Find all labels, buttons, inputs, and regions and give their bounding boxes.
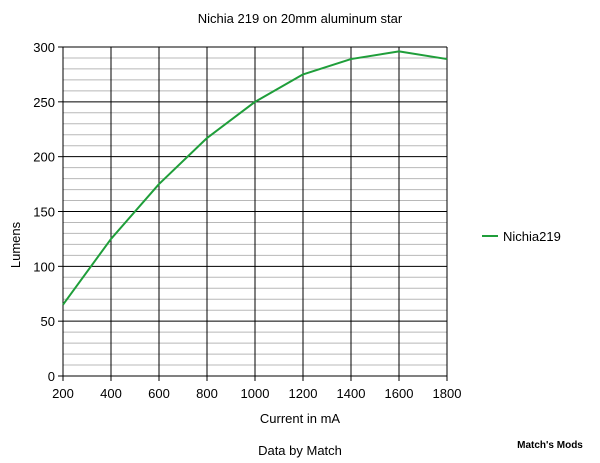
legend-label: Nichia219 [503, 229, 561, 244]
series-group [62, 50, 448, 306]
x-tick-label: 1600 [385, 386, 414, 401]
legend: Nichia219 [482, 229, 561, 244]
y-tick-label: 300 [33, 40, 55, 55]
x-tick-label: 1000 [241, 386, 270, 401]
series-line [62, 50, 448, 306]
y-axis-label: Lumens [8, 221, 23, 268]
x-tick-label: 1800 [433, 386, 462, 401]
y-tick-label: 50 [41, 314, 55, 329]
x-tick-label: 800 [196, 386, 218, 401]
y-tick-label: 100 [33, 259, 55, 274]
y-tick-label: 200 [33, 150, 55, 165]
x-axis-label: Current in mA [260, 411, 341, 426]
chart-title: Nichia 219 on 20mm aluminum star [198, 11, 403, 26]
x-tick-label: 200 [52, 386, 74, 401]
y-tick-label: 250 [33, 95, 55, 110]
chart-subcaption: Data by Match [258, 443, 342, 458]
y-tick-label: 0 [48, 369, 55, 384]
y-tick-label: 150 [33, 205, 55, 220]
x-tick-label: 400 [100, 386, 122, 401]
x-tick-label: 1400 [337, 386, 366, 401]
plot-grid [62, 46, 448, 377]
axis-tick-labels: 0 50 100 150 200 250 300 200 400 600 800 1000 1200 14… [33, 40, 461, 401]
x-tick-label: 1200 [289, 386, 318, 401]
x-tick-label: 600 [148, 386, 170, 401]
watermark-text: Match's Mods [517, 440, 583, 451]
